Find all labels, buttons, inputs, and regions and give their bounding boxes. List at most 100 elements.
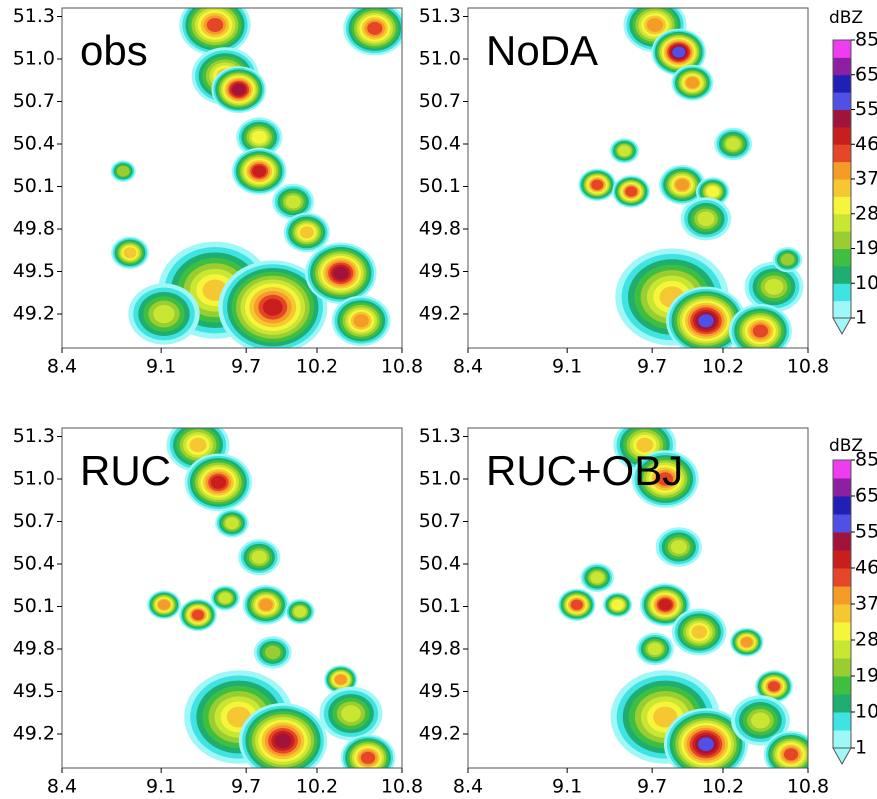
x-tick-label: 9.7 bbox=[231, 356, 261, 378]
echo bbox=[658, 599, 672, 611]
x-tick-label: 8.4 bbox=[453, 776, 483, 798]
echo bbox=[341, 705, 361, 723]
y-tick-label: 50.4 bbox=[419, 553, 461, 575]
y-tick-label: 49.2 bbox=[13, 723, 55, 745]
colorbar-band bbox=[833, 712, 851, 731]
y-tick-label: 49.2 bbox=[419, 723, 461, 745]
panel-title: RUC+OBJ bbox=[486, 447, 683, 494]
echo bbox=[698, 314, 714, 328]
echo bbox=[740, 637, 753, 648]
y-tick-label: 51.0 bbox=[419, 468, 461, 490]
colorbar-tick-label: 55 bbox=[855, 521, 877, 543]
y-tick-label: 49.8 bbox=[13, 638, 55, 660]
x-tick-label: 9.7 bbox=[637, 356, 667, 378]
echo bbox=[706, 186, 720, 198]
colorbar-tick-label: 28 bbox=[855, 629, 877, 651]
echo bbox=[764, 278, 784, 295]
echo bbox=[116, 165, 130, 177]
x-tick-label: 8.4 bbox=[47, 356, 77, 378]
echo bbox=[206, 17, 224, 33]
y-tick-label: 49.8 bbox=[419, 218, 461, 240]
x-tick-label: 10.2 bbox=[296, 356, 338, 378]
colorbar-band bbox=[833, 109, 851, 128]
echo bbox=[360, 751, 376, 764]
x-tick-label: 9.1 bbox=[552, 776, 582, 798]
reflectivity-field bbox=[578, 8, 804, 348]
x-tick-label: 10.2 bbox=[296, 776, 338, 798]
colorbar-tick-label: 85 bbox=[855, 449, 877, 471]
colorbar-tick-label: 46 bbox=[855, 133, 877, 155]
colorbar-band bbox=[833, 126, 851, 145]
echo bbox=[751, 712, 770, 729]
plot-frame bbox=[467, 427, 809, 769]
echo bbox=[153, 304, 175, 324]
colorbar-band bbox=[833, 568, 851, 587]
x-tick-label: 10.2 bbox=[702, 356, 744, 378]
colorbar-band bbox=[833, 231, 851, 249]
panel: 8.4 9.1 9.7 10.2 10.8 49.2 49.5 49.8 50.1 50.4 50.… bbox=[13, 5, 423, 378]
colorbar-tick-label: 65 bbox=[855, 63, 877, 85]
y-tick-label: 50.1 bbox=[13, 595, 55, 617]
echo bbox=[285, 195, 301, 209]
x-tick-label: 10.8 bbox=[787, 356, 829, 378]
colorbar-band bbox=[833, 74, 851, 93]
reflectivity-field bbox=[110, 8, 402, 348]
echo bbox=[675, 178, 690, 191]
plot-frame bbox=[61, 427, 403, 769]
y-tick-label: 51.0 bbox=[13, 468, 55, 490]
x-tick-label: 9.7 bbox=[231, 776, 261, 798]
y-tick-label: 51.0 bbox=[13, 48, 55, 70]
colorbar-extend bbox=[832, 317, 852, 336]
y-tick-label: 51.3 bbox=[13, 5, 55, 27]
echo bbox=[636, 437, 654, 453]
y-tick-label: 50.4 bbox=[13, 133, 55, 155]
colorbar-band bbox=[833, 283, 851, 302]
echo bbox=[262, 298, 283, 316]
colorbar-extend bbox=[832, 747, 852, 766]
colorbar-band bbox=[833, 514, 851, 533]
y-tick-label: 50.7 bbox=[419, 90, 461, 112]
echo bbox=[590, 571, 604, 584]
echo bbox=[264, 645, 281, 660]
y-tick-label: 49.2 bbox=[13, 303, 55, 325]
y-tick-label: 51.3 bbox=[13, 425, 55, 447]
colorbar-tick-label: 55 bbox=[855, 98, 877, 120]
colorbar-band bbox=[833, 57, 851, 76]
x-tick-label: 10.8 bbox=[381, 776, 423, 798]
colorbar-band bbox=[833, 248, 851, 267]
echo bbox=[232, 83, 246, 96]
y-tick-label: 49.8 bbox=[13, 218, 55, 240]
colorbar-band bbox=[833, 604, 851, 623]
echo bbox=[293, 606, 307, 618]
colorbar-label: dBZ bbox=[829, 8, 863, 28]
echo bbox=[251, 130, 267, 144]
colorbar-band bbox=[833, 658, 851, 677]
colorbar-band bbox=[833, 532, 851, 551]
y-tick-label: 51.3 bbox=[419, 5, 461, 27]
echo bbox=[646, 18, 664, 32]
echo bbox=[647, 642, 663, 656]
colorbar-band bbox=[833, 161, 851, 180]
y-tick-label: 51.0 bbox=[419, 48, 461, 70]
y-tick-label: 50.1 bbox=[13, 175, 55, 197]
x-tick-label: 9.1 bbox=[146, 356, 176, 378]
reflectivity-field bbox=[557, 428, 808, 768]
echo bbox=[123, 247, 137, 259]
panel-title: obs bbox=[80, 27, 148, 74]
colorbar-tick-label: 1 bbox=[855, 737, 867, 759]
x-tick-label: 9.1 bbox=[146, 776, 176, 798]
colorbar-band bbox=[833, 179, 851, 197]
echo bbox=[225, 517, 239, 530]
panel: 8.4 9.1 9.7 10.2 10.8 49.2 49.5 49.8 50.1 50.4 50.… bbox=[13, 425, 423, 798]
colorbar-tick-label: 10 bbox=[855, 272, 877, 294]
x-tick-label: 8.4 bbox=[47, 776, 77, 798]
colorbar-label: dBZ bbox=[829, 436, 863, 456]
echo bbox=[191, 609, 205, 621]
echo bbox=[189, 437, 207, 453]
plot-frame bbox=[467, 7, 809, 349]
colorbar-band bbox=[833, 40, 851, 58]
colorbar-tick-label: 85 bbox=[855, 29, 877, 51]
colorbar-band bbox=[833, 496, 851, 515]
colorbar-band bbox=[833, 300, 851, 319]
panel: 8.4 9.1 9.7 10.2 10.8 49.2 49.5 49.8 50.1 50.4 50.… bbox=[419, 5, 877, 378]
